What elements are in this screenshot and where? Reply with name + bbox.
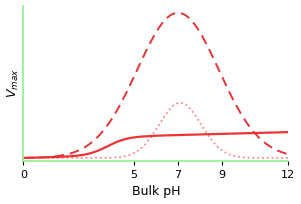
- Y-axis label: $V_{max}$: $V_{max}$: [5, 68, 21, 98]
- X-axis label: Bulk pH: Bulk pH: [132, 185, 180, 198]
